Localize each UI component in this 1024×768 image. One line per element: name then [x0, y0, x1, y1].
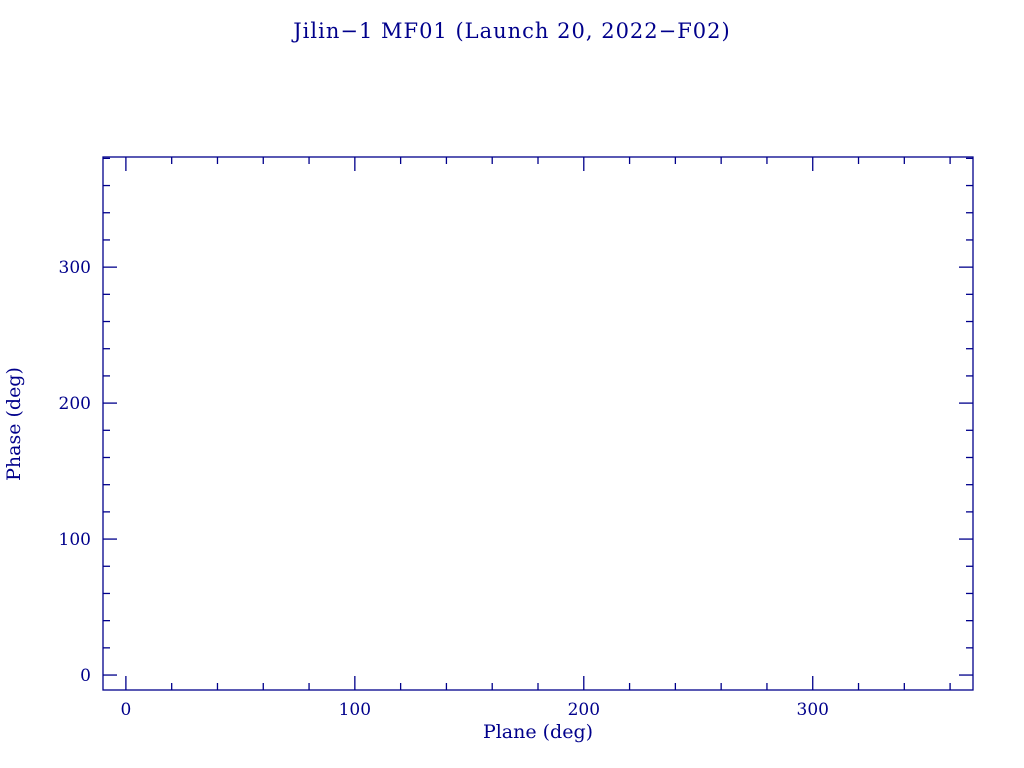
tick-label: 0: [80, 666, 91, 686]
tick-label: 100: [59, 530, 91, 550]
axis-tick-labels: 0 100 200 300 0 100 200 300: [59, 258, 829, 720]
plot-frame: [102, 156, 974, 691]
tick-label: 200: [568, 700, 600, 720]
tick-label: 300: [797, 700, 829, 720]
tick-label: 100: [339, 700, 371, 720]
tick-label: 0: [120, 700, 131, 720]
tick-label: 200: [59, 394, 91, 414]
axis-ticks: [103, 157, 973, 690]
chart-title: Jilin−1 MF01 (Launch 20, 2022−F02): [291, 19, 730, 43]
x-axis-label: Plane (deg): [483, 721, 593, 743]
y-axis-label: Phase (deg): [3, 367, 25, 481]
tick-label: 300: [59, 258, 91, 278]
